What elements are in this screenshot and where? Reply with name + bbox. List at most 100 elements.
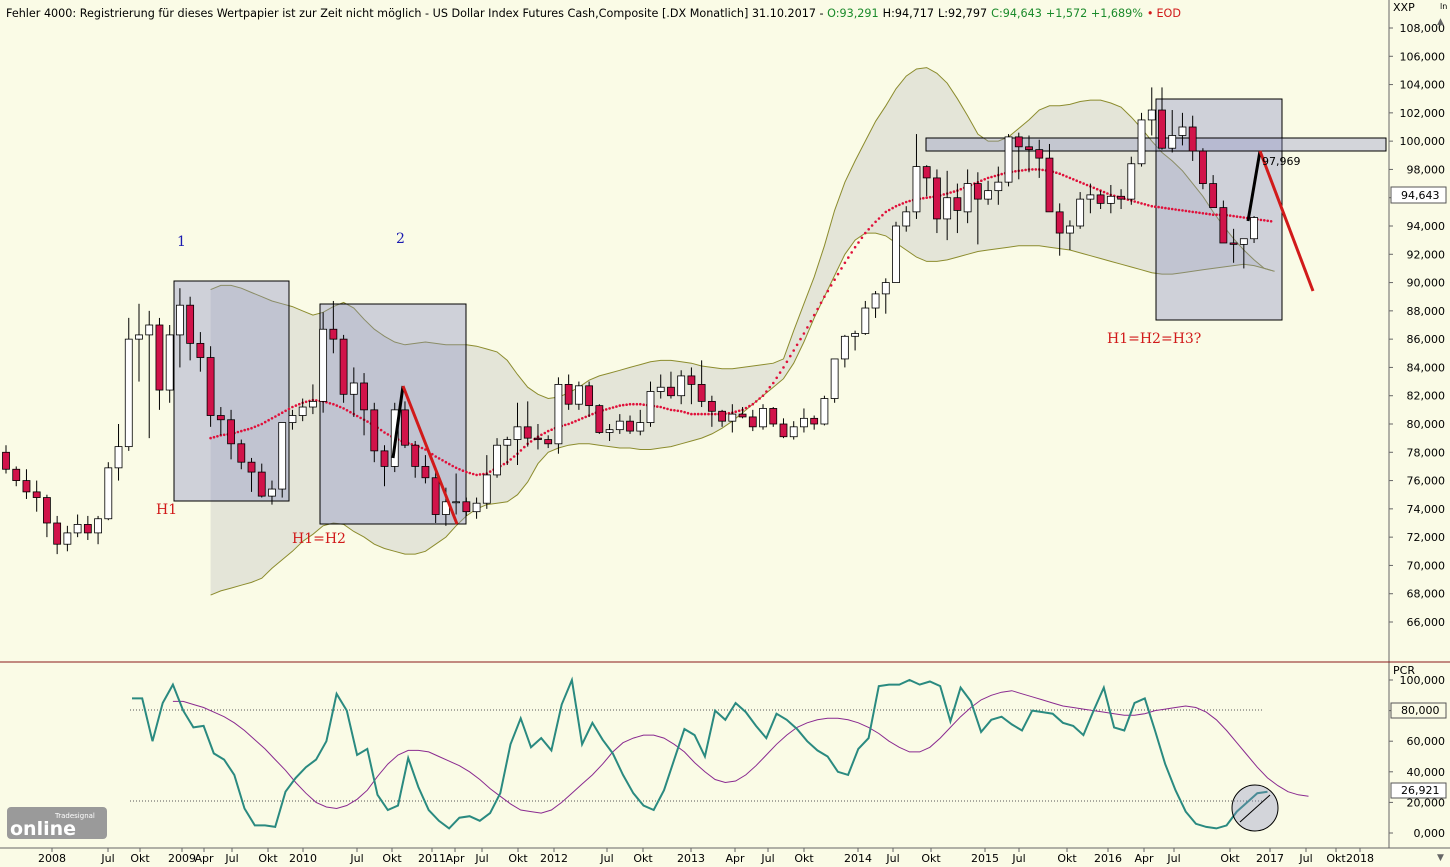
candle (1035, 139, 1044, 178)
logo-big-text: online (10, 818, 76, 840)
candle (176, 288, 184, 368)
candle-body-down (401, 409, 409, 446)
middle-band-dot (448, 462, 451, 466)
trend-lines (391, 150, 1315, 525)
candle (912, 134, 921, 219)
candle (360, 373, 368, 436)
candle (227, 409, 235, 460)
candle-body-down (32, 491, 41, 498)
candle-body-up (472, 502, 481, 513)
candle-body-up (63, 532, 72, 545)
middle-band-dot (1208, 212, 1211, 216)
header-open: O:93,291 (827, 7, 879, 20)
candle (288, 409, 297, 430)
middle-band-dot (714, 412, 717, 416)
candle-body-up (73, 524, 82, 534)
middle-band-dot (246, 427, 250, 431)
candle (104, 462, 113, 521)
time-tick-label: Jul (760, 852, 774, 865)
candle (922, 165, 931, 197)
time-tick-label: Okt (258, 852, 278, 865)
candle (32, 480, 41, 512)
candle (308, 384, 317, 415)
middle-band-dot (540, 433, 543, 437)
candle-body-up (165, 334, 174, 391)
time-tick-label: 2016 (1094, 852, 1122, 865)
middle-band-dot (772, 381, 775, 385)
candle (984, 180, 992, 205)
time-tick-label: 2015 (971, 852, 999, 865)
middle-band-dot (833, 278, 836, 282)
middle-band-dot (676, 409, 680, 413)
candle (534, 423, 542, 450)
candle (585, 381, 594, 417)
candle (1158, 87, 1166, 150)
candle (830, 358, 839, 403)
scale-mode-label: ln (1440, 2, 1447, 11)
middle-band-dot (1058, 172, 1061, 175)
candle-body-up (554, 383, 563, 445)
header-eod: EOD (1156, 7, 1181, 20)
middle-band-dot (891, 206, 894, 210)
candle-body-up (830, 358, 839, 399)
candle (1178, 112, 1187, 146)
price-axis: 66,000 68,000 70,000 72,000 74,000 76,000 78,0… (1389, 22, 1445, 629)
candle (503, 436, 512, 466)
middle-band-dot (908, 199, 911, 203)
middle-band-dot (328, 402, 332, 405)
candle (1229, 228, 1238, 263)
candle (748, 409, 757, 432)
middle-band-dot (1215, 213, 1218, 216)
candle (973, 172, 982, 245)
middle-band-dot (656, 405, 659, 408)
middle-band-dot (277, 413, 281, 416)
candle (892, 221, 900, 283)
middle-band-dot (441, 459, 444, 462)
middle-band-dot (734, 410, 737, 414)
middle-band-dot (983, 178, 986, 181)
candle-body-down (1229, 242, 1238, 245)
middle-band-dot (236, 430, 240, 434)
middle-band-dot (1147, 204, 1150, 207)
candle (646, 381, 655, 427)
middle-band-dot (574, 419, 577, 423)
candle-body-down (216, 415, 225, 421)
indicator-tick-label: 20,000 (1407, 796, 1446, 809)
candle-body-down (421, 466, 430, 479)
annotation-2: 2 (396, 231, 405, 247)
candle (1106, 184, 1115, 214)
middle-band-dot (608, 407, 611, 410)
candle-body-down (186, 304, 195, 344)
middle-band-dot (471, 472, 475, 476)
candle (544, 435, 553, 449)
middle-band-dot (581, 417, 584, 420)
middle-band-dot (618, 404, 622, 407)
middle-band-dot (662, 406, 666, 410)
candle (626, 415, 634, 434)
middle-band-dot (1099, 189, 1102, 192)
candle (1209, 175, 1218, 209)
candle-body-down (697, 383, 706, 402)
price-tick-label: 80,000 (1407, 418, 1446, 431)
price-tick-label: 76,000 (1407, 475, 1446, 488)
time-tick-label: Jul (349, 852, 363, 865)
scroll-up-icon[interactable]: ▲ (1437, 17, 1444, 27)
middle-band-dot (737, 409, 741, 413)
middle-band-dot (795, 343, 799, 347)
candle-body-up (176, 304, 184, 336)
middle-band-dot (240, 429, 243, 433)
candle-body-down (380, 450, 389, 467)
candle-body-down (810, 417, 819, 425)
middle-band-dot (686, 411, 690, 415)
scroll-down-icon[interactable]: ▼ (1437, 853, 1444, 863)
candle (800, 408, 808, 433)
price-tick-label: 102,000 (1400, 107, 1446, 120)
candle-body-down (687, 375, 696, 385)
candle (278, 422, 287, 498)
candle-body-down (1219, 207, 1228, 244)
middle-band-dot (1078, 180, 1082, 184)
candle-body-down (22, 480, 31, 493)
candle (83, 515, 92, 540)
candle-body-down (779, 423, 788, 438)
